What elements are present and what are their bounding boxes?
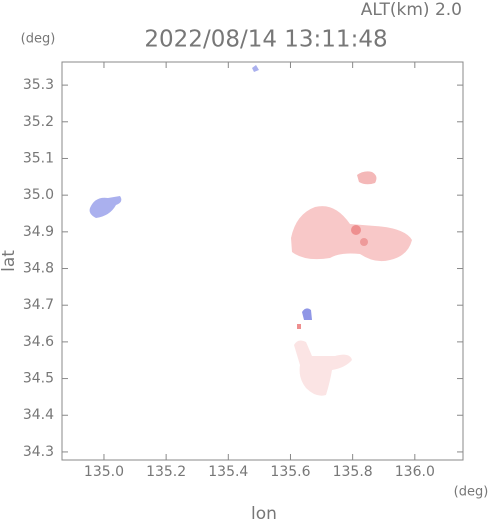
echo (252, 65, 259, 72)
y-tick-label: 34.5 (23, 371, 54, 387)
x-tick-label: 135.0 (84, 464, 124, 480)
y-tick-label: 34.3 (23, 444, 54, 460)
x-axis-label: lon (251, 504, 277, 521)
echo (357, 171, 377, 185)
y-tick-label: 35.1 (23, 150, 54, 166)
echo (297, 324, 301, 329)
echoes (89, 65, 412, 396)
x-tick-label: 135.2 (146, 464, 186, 480)
y-tick-label: 34.8 (23, 261, 54, 277)
x-tick-label: 135.4 (208, 464, 248, 480)
y-tick-label: 35.2 (23, 114, 54, 130)
chart-title: 2022/08/14 13:11:48 (144, 27, 387, 53)
y-tick-label: 34.7 (23, 297, 54, 313)
echo (89, 196, 122, 218)
x-tick-label: 136.0 (395, 464, 435, 480)
y-unit: (deg) (21, 32, 56, 47)
y-tick-label: 35.3 (23, 77, 54, 93)
y-tick-label: 35.0 (23, 187, 54, 203)
y-tick-label: 34.9 (23, 224, 54, 240)
y-axis-label: lat (0, 250, 19, 272)
plot-frame (61, 61, 464, 461)
x-unit: (deg) (454, 485, 489, 500)
x-tick-label: 135.6 (270, 464, 310, 480)
echo-core (360, 238, 368, 246)
echo (302, 308, 312, 320)
echo (294, 340, 352, 396)
x-tick-label: 135.8 (333, 464, 373, 480)
y-tick-label: 34.6 (23, 334, 54, 350)
y-tick-label: 34.4 (23, 407, 54, 423)
echo-core (351, 225, 361, 235)
echo (291, 206, 412, 262)
chart-subtitle: ALT(km) 2.0 (361, 0, 462, 20)
